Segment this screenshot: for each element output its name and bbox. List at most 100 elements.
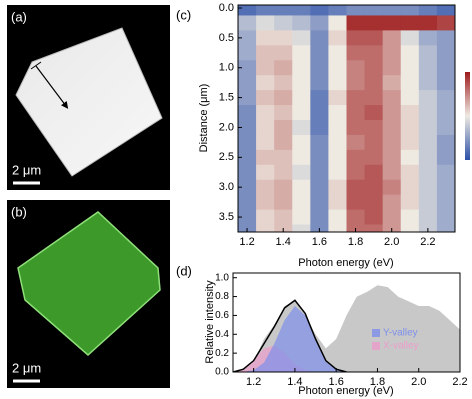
heatmap-cell — [328, 134, 347, 151]
heatmap-cell — [238, 179, 257, 196]
heatmap-cell — [238, 105, 257, 121]
heatmap-cell — [292, 224, 311, 232]
panel-label: (d) — [176, 263, 192, 278]
heatmap-cell — [346, 134, 366, 151]
heatmap-cell — [328, 105, 347, 121]
heatmap-cell — [274, 90, 293, 106]
heatmap-cell — [364, 119, 384, 136]
heatmap-cell — [346, 75, 366, 91]
heatmap-cell — [310, 105, 329, 121]
heatmap-cell — [364, 5, 384, 16]
heatmap-cell — [256, 90, 275, 106]
x-tick-label: 1.6 — [329, 376, 344, 388]
heatmap-cell — [364, 60, 384, 76]
heatmap-cell — [346, 15, 366, 31]
heatmap-cell — [400, 5, 420, 16]
heatmap-cell — [400, 45, 420, 61]
heatmap-cell — [292, 30, 311, 46]
heatmap-cell — [310, 60, 329, 76]
heatmap-cell — [256, 179, 275, 196]
y-tick-label: 0.6 — [215, 310, 229, 321]
heatmap-cell — [292, 75, 311, 91]
heatmap-cell — [256, 105, 275, 121]
heatmap-cell — [346, 209, 366, 226]
heatmap-cell — [382, 15, 402, 31]
heatmap-cell — [400, 60, 420, 76]
heatmap-cell — [256, 224, 275, 232]
heatmap-cell — [418, 5, 438, 16]
y-tick-label: 0.8 — [215, 291, 229, 302]
heatmap-cell — [328, 15, 347, 31]
heatmap-cell — [418, 45, 438, 61]
heatmap-cell — [346, 149, 366, 166]
heatmap-cell — [400, 164, 420, 181]
heatmap-cell — [238, 134, 257, 151]
heatmap-cell — [310, 164, 329, 181]
heatmap-cell — [364, 90, 384, 106]
heatmap-cell — [292, 134, 311, 151]
heatmap-cell — [382, 75, 402, 91]
heatmap-cell — [418, 75, 438, 91]
heatmap-cell — [364, 15, 384, 31]
heatmap-cell — [346, 45, 366, 61]
heatmap-cell — [310, 149, 329, 166]
heatmap-cell — [274, 5, 293, 16]
y-tick-label: 0.2 — [215, 348, 229, 359]
heatmap-cell — [328, 224, 347, 232]
heatmap-cell — [436, 90, 455, 106]
heatmap-cell — [364, 75, 384, 91]
heatmap-cell — [292, 15, 311, 31]
heatmap-cell — [436, 105, 455, 121]
heatmap-cell — [328, 60, 347, 76]
y-tick-label: 2.5 — [219, 151, 234, 163]
legend-swatch — [372, 329, 380, 337]
y-tick-label: 0.4 — [215, 329, 229, 340]
heatmap-cell — [436, 194, 455, 211]
heatmap-cell — [418, 194, 438, 211]
heatmap-cell — [274, 179, 293, 196]
heatmap-cell — [310, 134, 329, 151]
x-tick-label: 2.0 — [411, 376, 426, 388]
heatmap-cell — [328, 75, 347, 91]
heatmap-cell — [382, 209, 402, 226]
heatmap-cell — [274, 149, 293, 166]
heatmap-cell — [418, 15, 438, 31]
heatmap-cell — [256, 134, 275, 151]
heatmap-cell — [238, 194, 257, 211]
heatmap-cell — [364, 224, 384, 232]
heatmap-cell — [400, 105, 420, 121]
x-tick-label: 2.2 — [452, 376, 467, 388]
y-axis-label: Distance (μm) — [198, 84, 210, 153]
legend-swatch — [372, 342, 380, 350]
heatmap-cell — [328, 90, 347, 106]
heatmap-cell — [400, 15, 420, 31]
heatmap-cell — [238, 45, 257, 61]
heatmap-cell — [274, 15, 293, 31]
heatmap-cell — [346, 105, 366, 121]
heatmap-cell — [400, 209, 420, 226]
heatmap-cell — [418, 209, 438, 226]
scale-label: 2 μm — [12, 360, 41, 375]
x-axis-label: Photon energy (eV) — [298, 385, 393, 397]
heatmap-cell — [256, 149, 275, 166]
heatmap-cell — [274, 45, 293, 61]
heatmap-cell — [346, 90, 366, 106]
heatmap-cell — [256, 164, 275, 181]
heatmap-cell — [436, 15, 455, 31]
legend-label: Y-valley — [383, 328, 418, 339]
y-tick-label: 1.0 — [219, 62, 234, 74]
y-tick-label: 2.0 — [219, 121, 234, 133]
heatmap-cell — [382, 60, 402, 76]
colorbar — [465, 72, 470, 160]
heatmap-cell — [256, 194, 275, 211]
heatmap-cell — [310, 179, 329, 196]
heatmap-cell — [436, 30, 455, 46]
y-axis-label: Relative intensity — [204, 280, 216, 364]
heatmap-cell — [238, 60, 257, 76]
y-tick-label: 1.0 — [215, 272, 229, 283]
heatmap-cell — [274, 164, 293, 181]
heatmap-cell — [346, 179, 366, 196]
heatmap-cell — [418, 149, 438, 166]
heatmap-cell — [436, 45, 455, 61]
